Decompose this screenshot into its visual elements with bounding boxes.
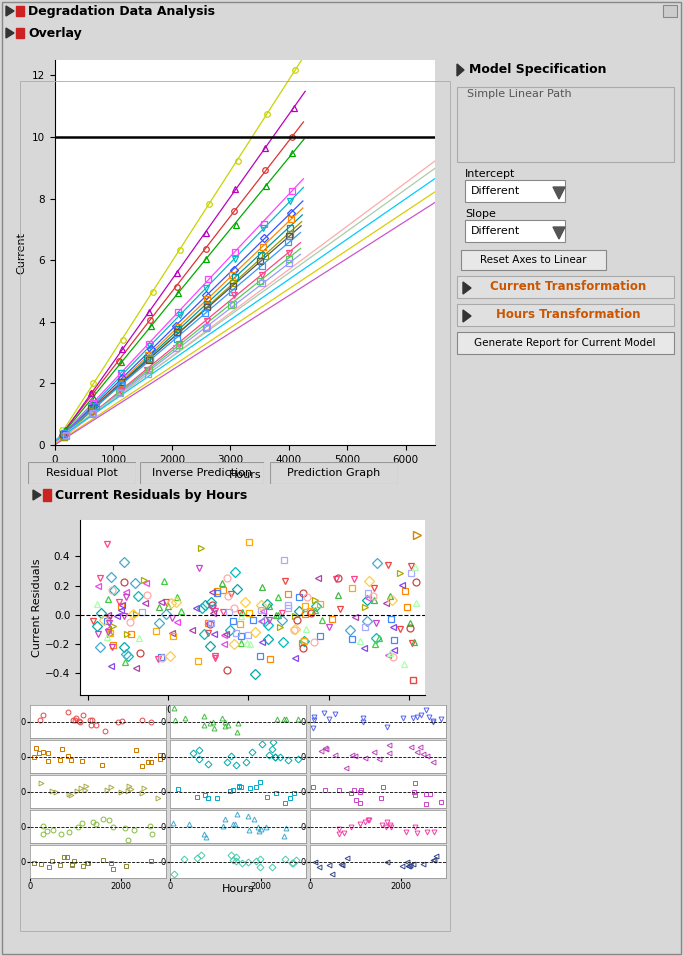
- Bar: [457, 304, 674, 326]
- Bar: [20, 81, 450, 931]
- Text: Prediction Graph: Prediction Graph: [288, 468, 380, 478]
- Text: Hours: Hours: [222, 884, 254, 894]
- Bar: [465, 180, 565, 202]
- Bar: [16, 6, 24, 16]
- Text: Generate Report for Current Model: Generate Report for Current Model: [474, 338, 656, 348]
- Text: Current Transformation: Current Transformation: [490, 280, 646, 293]
- Polygon shape: [463, 282, 471, 294]
- Bar: [16, 28, 24, 38]
- Polygon shape: [553, 187, 565, 199]
- Text: Different: Different: [471, 186, 520, 196]
- Bar: [461, 250, 606, 270]
- Y-axis label: Current Residuals: Current Residuals: [32, 558, 42, 657]
- Text: Current Residuals by Hours: Current Residuals by Hours: [55, 489, 247, 502]
- Text: Model Specification: Model Specification: [469, 63, 607, 76]
- Bar: [457, 87, 674, 162]
- Bar: [457, 332, 674, 354]
- Bar: [663, 5, 677, 17]
- Text: Degradation Data Analysis: Degradation Data Analysis: [28, 5, 215, 17]
- X-axis label: Hours: Hours: [236, 720, 269, 730]
- Polygon shape: [33, 490, 41, 500]
- Polygon shape: [6, 28, 14, 38]
- Text: Intercept: Intercept: [465, 169, 516, 179]
- Text: Different: Different: [471, 226, 520, 236]
- Polygon shape: [6, 6, 14, 16]
- Bar: [43, 489, 51, 501]
- Text: Slope: Slope: [465, 209, 496, 219]
- Text: Simple Linear Path: Simple Linear Path: [467, 89, 572, 99]
- Text: Overlay: Overlay: [28, 27, 82, 39]
- X-axis label: Hours: Hours: [229, 470, 262, 480]
- Y-axis label: Current: Current: [16, 231, 27, 273]
- Text: Inverse Prediction: Inverse Prediction: [152, 468, 252, 478]
- Polygon shape: [463, 310, 471, 322]
- Polygon shape: [553, 227, 565, 239]
- Bar: [465, 220, 565, 242]
- Text: Hours Transformation: Hours Transformation: [496, 309, 640, 321]
- Polygon shape: [457, 64, 464, 76]
- Bar: [457, 276, 674, 298]
- Text: Reset Axes to Linear: Reset Axes to Linear: [479, 255, 586, 265]
- Text: Residual Plot: Residual Plot: [46, 468, 118, 478]
